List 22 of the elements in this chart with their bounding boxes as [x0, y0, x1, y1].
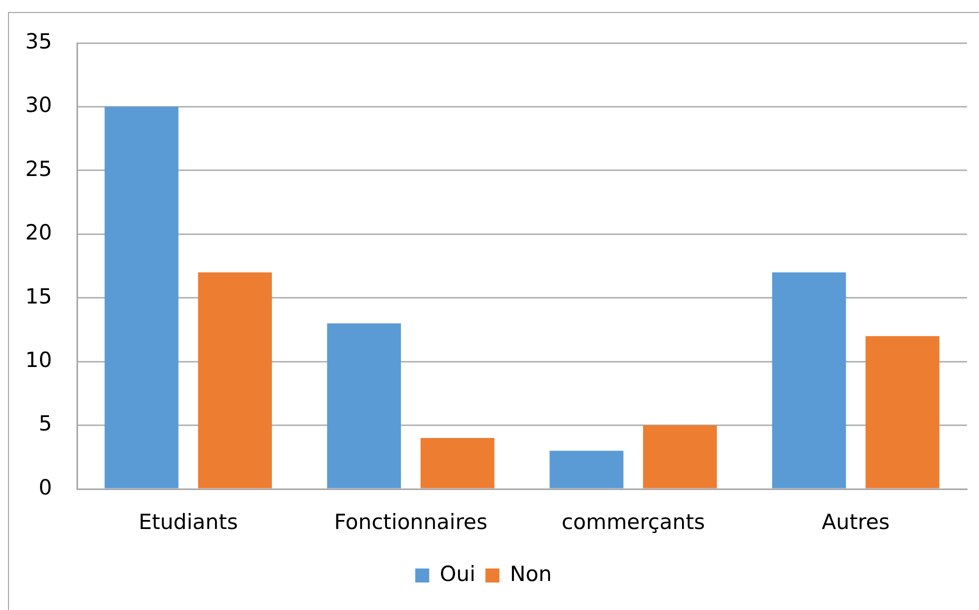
bar: [104, 106, 178, 488]
bar: [198, 272, 272, 488]
bar: [643, 425, 717, 488]
bar: [866, 336, 940, 488]
x-tick-label: Autres: [822, 510, 890, 534]
x-tick-label: commerçants: [562, 510, 705, 534]
bar: [772, 272, 846, 488]
y-tick-label: 20: [25, 220, 52, 245]
y-tick-label: 10: [25, 348, 52, 372]
y-tick-label: 5: [38, 412, 52, 436]
bar: [327, 323, 401, 488]
y-tick-label: 35: [25, 29, 52, 54]
y-tick-label: 15: [25, 284, 52, 308]
bar: [550, 450, 624, 488]
bar: [420, 438, 494, 488]
legend-label: Oui: [440, 562, 476, 586]
x-tick-label: Etudiants: [138, 510, 238, 534]
y-tick-label: 25: [25, 156, 52, 181]
legend-label: Non: [510, 562, 552, 586]
y-tick-label: 30: [25, 93, 52, 118]
x-tick-label: Fonctionnaires: [334, 510, 488, 534]
y-tick-label: 0: [38, 475, 52, 500]
